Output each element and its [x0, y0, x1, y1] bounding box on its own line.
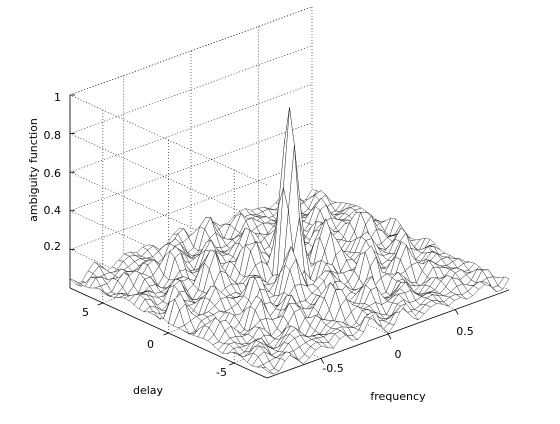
z-tick-label: 0.2 [44, 240, 62, 253]
y-tick-label: 0 [147, 338, 154, 351]
y-tick-label: -5 [216, 366, 227, 379]
z-tick-label: 0.8 [44, 129, 62, 142]
x-tick-mark [387, 333, 392, 340]
axes [69, 94, 510, 379]
y-tick-mark [163, 332, 169, 336]
x-tick-mark [454, 309, 459, 315]
grid-line [69, 94, 268, 186]
grid-line [69, 45, 313, 134]
z-tick-label: 1 [54, 91, 61, 104]
grid-line [69, 83, 313, 173]
x-axis-label: frequency [370, 390, 426, 403]
y-tick-label: 5 [82, 306, 89, 319]
y-tick-mark [97, 302, 103, 306]
grid-line [69, 6, 313, 96]
x-tick-label: 0 [395, 348, 402, 361]
grid-line [69, 133, 268, 224]
surface-mesh [69, 107, 510, 375]
x-tick-label: 0.5 [456, 325, 474, 338]
grid-line [69, 161, 313, 250]
surface-cell [261, 366, 274, 375]
grid-line [69, 122, 313, 212]
x-tick-mark [320, 358, 325, 364]
z-tick-label: 0.4 [44, 204, 62, 217]
z-axis-label: ambiguity function [27, 118, 40, 222]
y-tick-mark [229, 362, 235, 366]
x-tick-label: -0.5 [322, 362, 343, 375]
y-axis-label: delay [133, 384, 164, 397]
z-tick-label: 0.6 [44, 167, 62, 180]
